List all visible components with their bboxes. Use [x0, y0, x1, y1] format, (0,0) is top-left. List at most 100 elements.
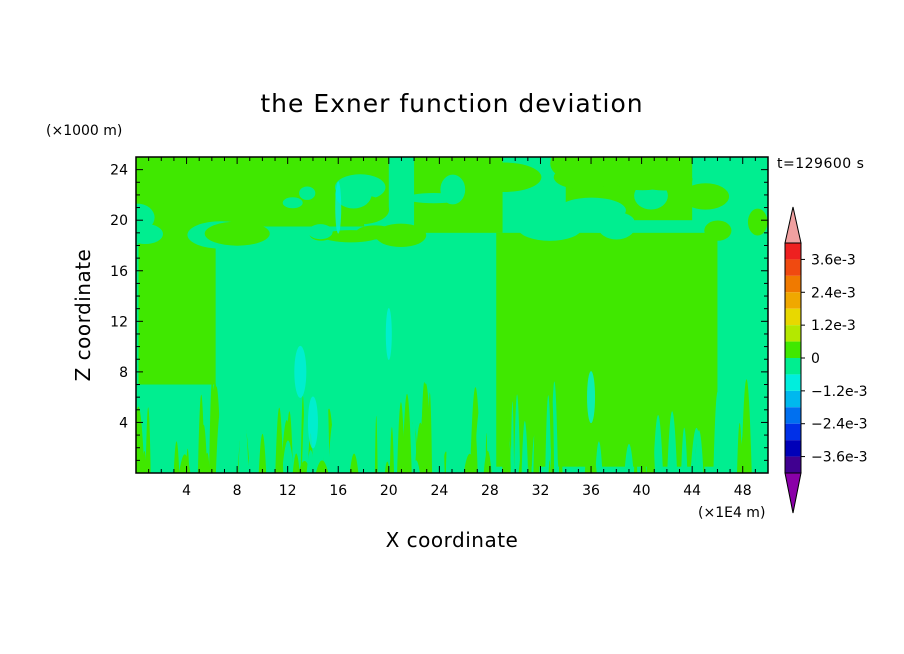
y-tick-label: 24: [110, 163, 128, 179]
field-streak: [145, 407, 151, 473]
y-tick-label: 16: [110, 264, 128, 280]
x-tick-label: 4: [182, 483, 191, 499]
field-blob: [136, 203, 155, 232]
field-cyan-streak: [587, 371, 596, 424]
colorbar-level: [785, 374, 801, 391]
field-blob: [682, 183, 730, 210]
x-tick-label: 44: [683, 483, 701, 499]
x-tick-label: 24: [430, 483, 448, 499]
x-tick-label: 8: [233, 483, 242, 499]
field-cyan-streak: [385, 307, 392, 360]
colorbar-label: −3.6e-3: [811, 450, 868, 466]
field-streak: [584, 437, 594, 473]
field-cyan-streak: [335, 181, 342, 234]
field-streak: [343, 456, 346, 473]
field-streak: [681, 427, 688, 473]
colorbar-level: [785, 275, 801, 293]
colorbar-level: [785, 456, 801, 473]
colorbar-over-arrow: [784, 206, 802, 244]
field-streak: [474, 405, 487, 473]
colorbar-level: [785, 341, 801, 358]
x-tick-label: 16: [329, 483, 347, 499]
field-blob: [335, 179, 372, 209]
y-unit-label: (×1000 m): [46, 123, 122, 139]
colorbar-level: [785, 440, 801, 457]
x-tick-label: 36: [582, 483, 600, 499]
field-blob: [204, 221, 270, 246]
field-streak: [238, 410, 249, 473]
field-streak: [292, 453, 300, 473]
field-blob: [282, 197, 303, 209]
field-streak: [402, 393, 412, 473]
field-streak: [169, 417, 175, 473]
field-streak: [323, 381, 330, 473]
colorbar-level: [785, 259, 801, 276]
field-streak: [713, 391, 722, 473]
colorbar-level: [785, 407, 801, 424]
field-blob: [405, 192, 463, 204]
y-tick-label: 8: [119, 365, 128, 381]
y-tick-label: 20: [110, 213, 128, 229]
field-blob: [747, 208, 768, 236]
y-axis-label: Z coordinate: [71, 249, 95, 382]
field-streak: [349, 453, 359, 473]
colorbar: 3.6e-3 2.4e-3 1.2e-3 0 −1.2e-3 −2.4e-3 −3.6e-3: [784, 206, 868, 514]
field-blob: [553, 164, 614, 190]
field-layer: [136, 157, 768, 473]
field-streak: [306, 450, 315, 473]
colorbar-label: 2.4e-3: [811, 285, 856, 301]
colorbar-level: [785, 243, 801, 260]
field-streak: [521, 420, 529, 473]
field-streak: [514, 394, 521, 473]
field-streak: [450, 383, 457, 473]
field-streak: [548, 460, 551, 473]
field-streak: [389, 427, 395, 473]
colorbar-label: 0: [811, 351, 820, 367]
field-streak: [624, 443, 634, 473]
field-blob: [622, 157, 646, 168]
chart-title: the Exner function deviation: [260, 89, 643, 118]
colorbar-level: [785, 308, 801, 326]
field-blob: [308, 224, 333, 240]
field-streak: [427, 392, 433, 473]
field-streak: [595, 441, 603, 473]
field-streak: [472, 431, 478, 473]
time-label: t=129600 s: [777, 156, 864, 172]
field-blob: [704, 220, 732, 241]
field-streak: [510, 401, 515, 473]
field-blob: [743, 233, 766, 257]
x-tick-label: 28: [481, 483, 499, 499]
field-streak: [136, 406, 145, 473]
field-streak: [150, 399, 159, 473]
field-cyan-streak: [307, 396, 318, 449]
field-streak: [646, 413, 655, 473]
field-streak: [653, 415, 664, 473]
x-tick-label: 48: [734, 483, 752, 499]
field-streak: [268, 400, 276, 473]
field-streak: [529, 425, 532, 473]
field-streak: [667, 411, 678, 473]
colorbar-label: −1.2e-3: [811, 384, 868, 400]
colorbar-under-arrow: [784, 472, 802, 514]
colorbar-level: [785, 358, 801, 375]
field-blob: [562, 209, 635, 233]
field-streak: [414, 422, 426, 473]
field-blob: [217, 157, 239, 174]
field-streak: [374, 415, 378, 473]
field-blob: [322, 230, 380, 243]
field-blob: [253, 182, 277, 199]
colorbar-level: [785, 423, 801, 441]
field-streak: [463, 453, 476, 473]
field-region: [496, 232, 718, 467]
field-blob: [467, 162, 542, 192]
field-streak: [550, 401, 555, 473]
field-streak: [258, 433, 267, 473]
field-blob: [299, 186, 316, 200]
field-streak: [281, 440, 295, 473]
field-streak: [502, 418, 512, 473]
field-streak: [545, 395, 552, 473]
field-blob: [375, 223, 427, 248]
field-streak: [633, 447, 638, 473]
y-tick-label: 12: [110, 314, 128, 330]
